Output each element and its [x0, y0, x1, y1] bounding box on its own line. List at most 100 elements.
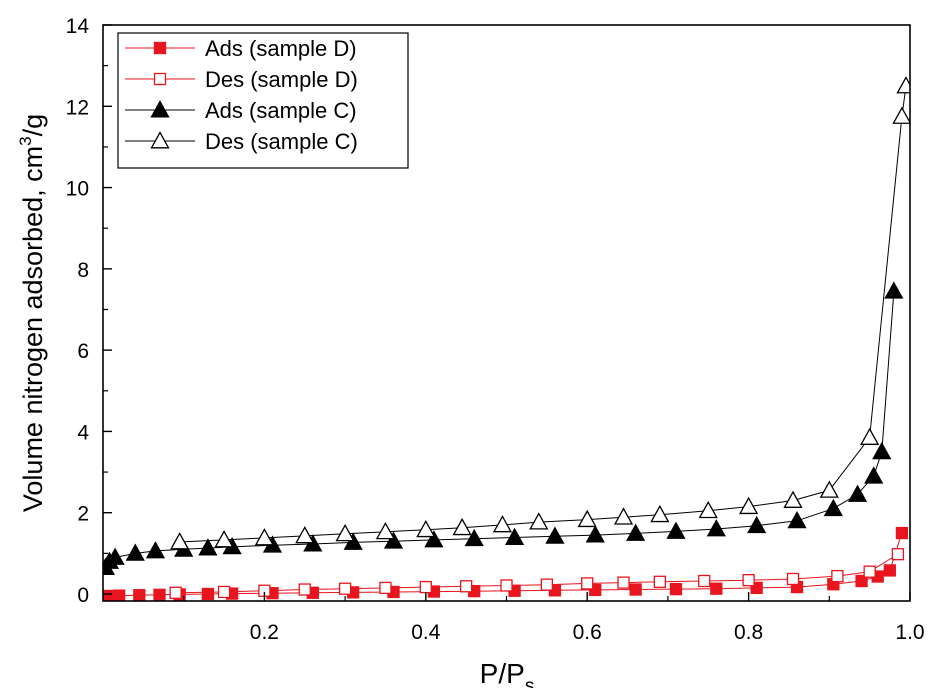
- data-point: [884, 281, 904, 299]
- data-point: [896, 76, 910, 94]
- data-point: [153, 588, 166, 601]
- data-point: [504, 527, 525, 545]
- data-point: [217, 585, 231, 599]
- data-point: [883, 564, 896, 577]
- y-tick-label: 6: [77, 340, 89, 363]
- y-axis-title-main: Volume nitrogen adsorbed, cm: [18, 146, 48, 512]
- data-point: [577, 509, 597, 528]
- x-tick-label: 0.4: [411, 621, 441, 644]
- x-tick-label: 0.6: [573, 621, 602, 644]
- legend-label: Des (sample D): [205, 67, 358, 92]
- plot-area: [103, 76, 910, 601]
- data-point: [145, 541, 166, 559]
- legend-marker: [150, 131, 170, 149]
- data-point: [629, 583, 642, 596]
- data-point: [338, 582, 352, 595]
- y-tick-label: 4: [77, 421, 89, 444]
- data-point: [872, 441, 892, 460]
- data-point: [747, 515, 767, 534]
- data-point: [419, 580, 432, 594]
- axes: 0.2 0.4 0.6 0.8 1.0 0 2 4 6 8 10 12 14: [66, 15, 925, 644]
- x-tick-label: 0.8: [734, 621, 763, 644]
- data-point: [529, 512, 549, 530]
- y-tick-label: 10: [66, 178, 89, 201]
- data-point: [698, 574, 711, 588]
- data-point: [201, 587, 215, 601]
- data-point: [585, 525, 605, 543]
- data-point: [742, 574, 755, 587]
- data-point: [860, 427, 880, 445]
- legend-marker: [150, 100, 170, 118]
- data-point: [706, 519, 726, 537]
- data-point: [464, 528, 484, 547]
- data-point: [335, 524, 355, 542]
- data-point: [626, 523, 646, 541]
- data-point: [847, 484, 868, 502]
- data-point: [617, 576, 630, 589]
- legend-label: Ads (sample C): [205, 98, 357, 123]
- legend-marker: [153, 41, 167, 55]
- data-point: [698, 500, 718, 519]
- data-point: [379, 581, 392, 595]
- data-point: [169, 586, 182, 599]
- data-point: [298, 583, 311, 596]
- series-1: [169, 548, 905, 599]
- data-point: [823, 498, 843, 517]
- data-point: [895, 526, 909, 540]
- data-point: [133, 589, 146, 601]
- data-point: [459, 580, 473, 593]
- data-point: [112, 589, 126, 601]
- data-point: [669, 582, 683, 596]
- legend-item: Ads (sample D): [125, 36, 357, 61]
- data-point: [787, 511, 807, 529]
- data-point: [892, 106, 910, 124]
- data-point: [416, 519, 436, 538]
- data-point: [254, 528, 275, 546]
- y-tick-label: 8: [77, 259, 89, 282]
- data-point: [589, 583, 602, 597]
- data-point: [125, 543, 145, 561]
- data-point: [105, 547, 125, 565]
- y-tick-label: 0: [77, 584, 89, 607]
- x-tick-label: 1.0: [895, 621, 924, 644]
- legend-item: Des (sample D): [125, 67, 358, 92]
- data-point: [653, 575, 666, 588]
- legend: Ads (sample D) Des (sample D) Ads (sample …: [117, 32, 409, 169]
- x-axis-title-main: P/P: [480, 658, 525, 688]
- data-point: [666, 521, 686, 539]
- data-point: [500, 579, 513, 592]
- legend-item: Ads (sample C): [125, 98, 357, 123]
- data-point: [750, 581, 763, 595]
- y-tick-label: 14: [66, 15, 90, 38]
- legend-label: Ads (sample D): [205, 36, 357, 61]
- data-point: [424, 530, 444, 548]
- y-axis-title-sup: 3: [16, 136, 35, 145]
- x-axis-title: P/Ps: [480, 658, 535, 688]
- data-point: [295, 526, 315, 544]
- x-axis-title-sub: s: [525, 676, 535, 688]
- y-axis-title: Volume nitrogen adsorbed, cm3/g: [16, 114, 48, 512]
- legend-label: Des (sample C): [205, 129, 358, 154]
- data-point: [545, 526, 565, 544]
- series-2: [103, 281, 904, 576]
- data-point: [650, 504, 670, 523]
- data-point: [214, 530, 234, 548]
- data-point: [855, 574, 868, 588]
- data-point: [198, 538, 218, 556]
- data-point: [710, 582, 723, 595]
- data-point: [786, 572, 800, 586]
- legend-item: Des (sample C): [125, 129, 358, 154]
- data-point: [170, 532, 190, 550]
- data-point: [891, 548, 905, 561]
- data-point: [383, 531, 404, 549]
- data-point: [831, 569, 844, 583]
- data-point: [613, 507, 634, 525]
- y-tick-label: 2: [77, 503, 89, 526]
- data-point: [343, 532, 363, 550]
- data-point: [863, 565, 876, 578]
- x-tick-label: 0.2: [250, 621, 279, 644]
- data-point: [783, 490, 803, 508]
- data-point: [581, 577, 594, 590]
